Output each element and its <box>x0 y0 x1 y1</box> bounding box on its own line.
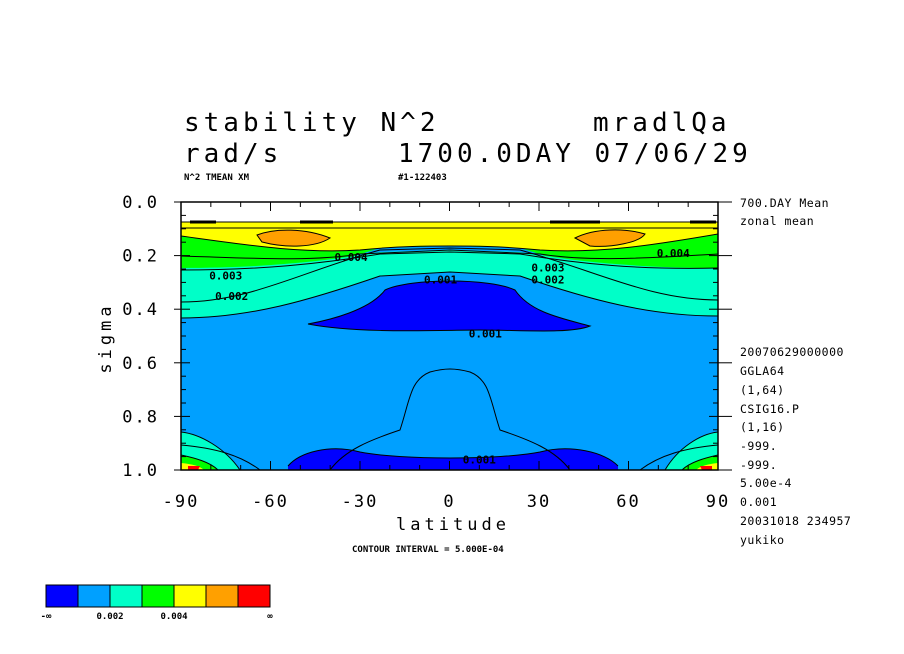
colorbar-swatch <box>237 584 271 608</box>
contour-labels: 0.004 0.0040.0030.0030.0020.0020.0010.001… <box>209 247 690 466</box>
fill-red-speck-right <box>700 466 712 470</box>
y-tick-label: 0.8 <box>122 407 159 427</box>
fill-orange-right <box>575 229 645 247</box>
colorbar-label: 0.004 <box>160 612 188 622</box>
contour-label: 0.002 <box>531 274 564 287</box>
time-label: 1700.0DAY 07/06/29 <box>398 139 752 169</box>
colorbar <box>45 584 271 608</box>
contour-label: 0.003 <box>209 270 242 283</box>
y-tick-label: 1.0 <box>122 461 159 481</box>
y-tick-label: 0.0 <box>122 193 159 213</box>
fill-top-white-strip <box>181 202 718 222</box>
title-right: mradlQa <box>593 108 731 138</box>
side-info-line: 0.001 <box>740 495 778 509</box>
side-info-line: 20031018 234957 <box>740 514 852 528</box>
contour-line <box>329 368 571 470</box>
contour-line <box>681 454 718 470</box>
contour-label: 0.004 <box>334 251 367 264</box>
units-label: rad/s <box>184 139 283 169</box>
x-tick-label: -60 <box>252 492 289 512</box>
y-tick-label: 0.6 <box>122 354 159 374</box>
side-info-line: -999. <box>740 458 778 472</box>
y-tick-label: 0.2 <box>122 247 159 267</box>
side-info-line: (1,64) <box>740 383 785 397</box>
side-info-top-2: zonal mean <box>740 214 815 228</box>
contour-line <box>181 251 718 271</box>
x-tick-label: -90 <box>163 492 200 512</box>
x-tick-label: 90 <box>706 492 730 512</box>
y-axis-label: sigma <box>96 302 116 373</box>
contour-line <box>307 280 592 332</box>
contour-line <box>181 444 261 470</box>
contour-line <box>573 229 646 247</box>
title-left: stability N^2 <box>184 108 440 138</box>
contour-label: 0.001 <box>469 327 502 340</box>
contour-line <box>181 271 718 319</box>
contour-line <box>181 454 219 470</box>
colorbar-swatch <box>173 584 207 608</box>
side-info-line: 20070629000000 <box>740 345 844 359</box>
side-info-line: yukiko <box>740 533 785 547</box>
side-info-line: GGLA64 <box>740 364 785 378</box>
fill-red-speck-left <box>188 466 200 470</box>
y-axis <box>174 201 732 471</box>
contour-lines <box>181 220 718 470</box>
contour-line <box>256 229 332 247</box>
x-tick-label: 30 <box>527 492 551 512</box>
side-info-line: -999. <box>740 439 778 453</box>
x-axis <box>180 202 719 470</box>
fill-blue-upper <box>308 281 590 331</box>
colorbar-swatch <box>141 584 175 608</box>
variable-description: N^2 TMEAN XM <box>184 173 250 183</box>
contour-fills <box>181 202 718 470</box>
contour-label: 0.002 <box>215 290 248 303</box>
colorbar-labels: -∞ 0.002 0.004 ∞ <box>41 612 274 622</box>
colorbar-swatch <box>205 584 239 608</box>
contour-label: 0.001 <box>463 453 496 466</box>
x-tick-label: -30 <box>342 492 379 512</box>
colorbar-label: -∞ <box>41 612 52 622</box>
run-id: #1-122403 <box>398 173 447 183</box>
side-info-line: 5.00e-4 <box>740 476 792 490</box>
contour-line <box>639 444 718 470</box>
contour-line <box>664 431 718 470</box>
x-tick-label: 60 <box>616 492 640 512</box>
x-axis-label: latitude <box>396 515 510 535</box>
contour-line <box>181 249 718 260</box>
contour-interval-label: CONTOUR INTERVAL = 5.000E-04 <box>352 545 504 555</box>
fill-cyan-band <box>181 250 718 318</box>
contour-label: 0.003 <box>531 262 564 275</box>
fill-orange-left <box>257 230 330 247</box>
colorbar-swatch <box>109 584 143 608</box>
colorbar-label: ∞ <box>267 612 273 622</box>
contour-line <box>287 448 619 467</box>
contour-line <box>181 233 718 252</box>
x-tick-label: 0 <box>443 492 455 512</box>
y-tick-labels: 0.0 0.2 0.4 0.6 0.8 1.0 <box>122 193 159 481</box>
contour-line <box>181 247 718 303</box>
colorbar-swatch <box>77 584 111 608</box>
y-tick-label: 0.4 <box>122 300 159 320</box>
colorbar-label: 0.002 <box>96 612 123 622</box>
contour-label: 0.001 <box>424 274 457 287</box>
colorbar-swatch <box>45 584 79 608</box>
side-info-line: (1,16) <box>740 420 785 434</box>
contour-line <box>181 431 241 470</box>
x-tick-labels: -90 -60 -30 0 30 60 90 <box>163 492 730 512</box>
contour-label: 0.004 <box>657 247 690 260</box>
side-info-line: CSIG16.P <box>740 402 800 416</box>
side-info-top-1: 700.DAY Mean <box>740 196 830 210</box>
